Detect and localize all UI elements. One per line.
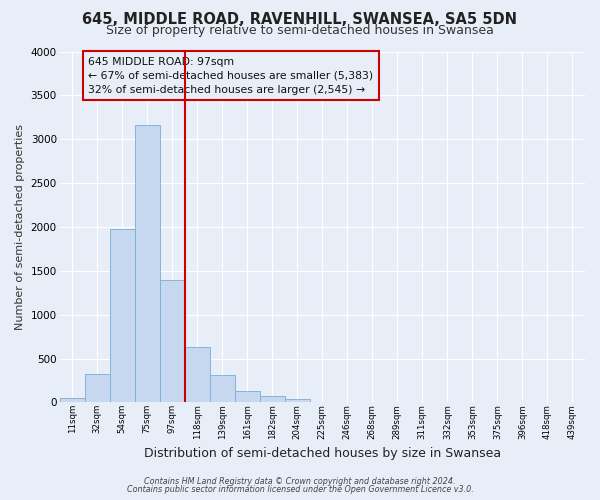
Text: 645, MIDDLE ROAD, RAVENHILL, SWANSEA, SA5 5DN: 645, MIDDLE ROAD, RAVENHILL, SWANSEA, SA… [83, 12, 517, 28]
Text: Contains public sector information licensed under the Open Government Licence v3: Contains public sector information licen… [127, 484, 473, 494]
Y-axis label: Number of semi-detached properties: Number of semi-detached properties [15, 124, 25, 330]
Bar [185, 347, 210, 403]
Bar [59, 398, 85, 402]
Bar [85, 374, 110, 402]
Bar [285, 399, 310, 402]
Text: Size of property relative to semi-detached houses in Swansea: Size of property relative to semi-detach… [106, 24, 494, 37]
Bar [235, 391, 260, 402]
Bar [134, 125, 160, 402]
Text: 645 MIDDLE ROAD: 97sqm
← 67% of semi-detached houses are smaller (5,383)
32% of : 645 MIDDLE ROAD: 97sqm ← 67% of semi-det… [88, 57, 374, 95]
X-axis label: Distribution of semi-detached houses by size in Swansea: Distribution of semi-detached houses by … [144, 447, 501, 460]
Bar [110, 228, 134, 402]
Bar [160, 280, 185, 402]
Text: Contains HM Land Registry data © Crown copyright and database right 2024.: Contains HM Land Registry data © Crown c… [144, 477, 456, 486]
Bar [260, 396, 285, 402]
Bar [210, 375, 235, 402]
